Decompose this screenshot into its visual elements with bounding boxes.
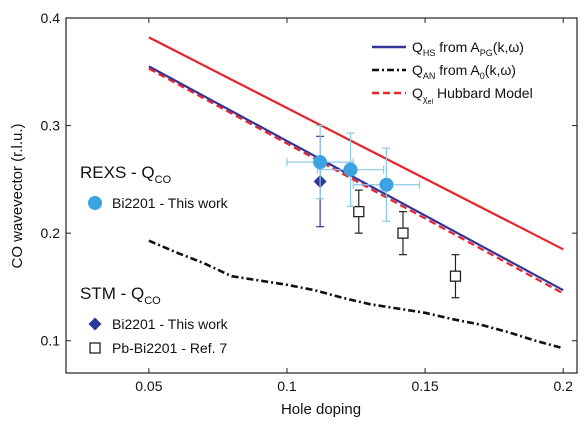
curve-hs [148,65,564,292]
legend-series-label: Pb-Bi2201 - Ref. 7 [112,340,227,356]
y-tick-label: 0.3 [41,118,61,134]
legend-group-title: REXS - QCO [80,163,172,186]
legend-marker-square-open [89,342,101,354]
data-point-square-open [449,270,462,282]
curve-hub [148,67,564,295]
data-point-circle [379,177,394,192]
curve-an [148,239,564,350]
data-points [286,124,462,299]
legend-marker-diamond [88,317,102,331]
data-point-square-open [353,205,365,218]
y-tick-label: 0.2 [41,225,61,241]
legend-series-label: Bi2201 - This work [112,316,229,332]
x-tick-label: 0.2 [553,378,573,394]
plot-frame [65,17,578,374]
x-tick-label: 0.15 [411,378,438,394]
legend-marker-circle [88,196,102,210]
curve-red [148,36,564,251]
data-point-circle [313,155,328,170]
legend-label-an: QAN from A0(k,ω) [412,62,516,81]
data-point-square-open [397,227,409,239]
curves [148,36,564,350]
legend-label-hub: Qχel Hubbard Model [412,85,533,106]
x-tick-label: 0.05 [135,378,162,394]
y-axis: 0.1 0.2 0.3 0.4 [41,10,577,349]
data-point-circle [343,162,358,177]
legend-rexs: REXS - QCO Bi2201 - This work [80,163,229,211]
y-tick-label: 0.4 [41,10,61,26]
y-tick-label: 0.1 [41,333,61,349]
legend-theory: QHS from APG(k,ω) QAN from A0(k,ω) Qχel Hu… [372,39,533,106]
legend-series-label: Bi2201 - This work [112,195,229,211]
x-tick-label: 0.1 [277,378,297,394]
x-axis-label: Hole doping [281,401,361,418]
legend-label-hs: QHS from APG(k,ω) [412,39,524,58]
legend-group-title: STM - QCO [80,284,161,307]
x-axis: 0.05 0.1 0.15 0.2 [135,18,573,394]
legend-stm: STM - QCO Bi2201 - This work Pb-Bi2201 - R… [80,284,229,356]
y-axis-label: CO wavevector (r.l.u.) [9,123,26,268]
